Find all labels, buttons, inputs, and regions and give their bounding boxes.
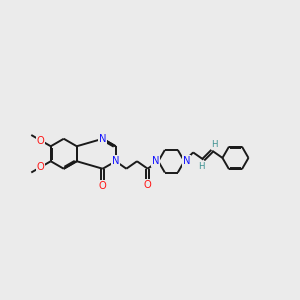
Text: O: O — [144, 180, 152, 190]
Text: O: O — [37, 162, 45, 172]
Text: O: O — [37, 136, 45, 146]
Text: O: O — [99, 181, 106, 191]
Text: H: H — [198, 162, 205, 171]
Text: N: N — [99, 134, 106, 144]
Text: N: N — [112, 156, 119, 166]
Text: N: N — [152, 156, 160, 166]
Text: N: N — [183, 156, 190, 166]
Text: H: H — [211, 140, 217, 149]
